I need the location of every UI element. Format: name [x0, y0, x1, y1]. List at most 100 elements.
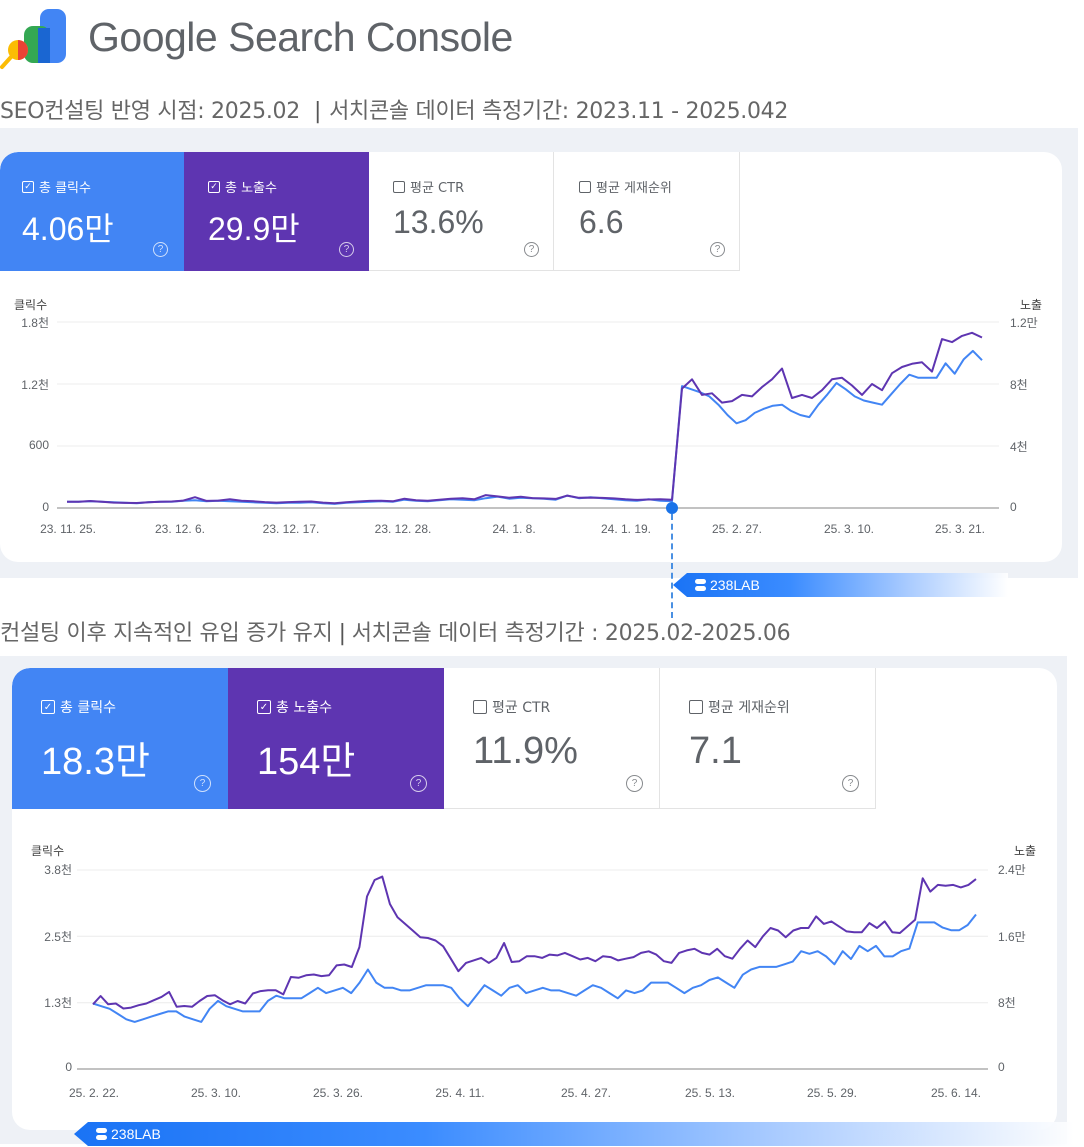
help-icon[interactable]: ?	[153, 242, 168, 257]
metric-average-ctr[interactable]: 평균 CTR 11.9% ?	[444, 668, 660, 809]
metric-label: 평균 CTR	[492, 700, 551, 716]
help-icon[interactable]: ?	[626, 775, 643, 792]
app-title: Google Search Console	[88, 13, 513, 60]
y2-tick: 8천	[998, 996, 1016, 1010]
y2-tick: 0	[998, 1060, 1005, 1074]
series-line	[67, 349, 983, 505]
metric-cards: ✓ 총 클릭수 4.06만 ? ✓ 총 노출수 29.9만 ? 평균 CTR 13.…	[0, 152, 740, 271]
238lab-logo-icon	[96, 1128, 107, 1140]
metric-average-position[interactable]: 평균 게재순위 6.6 ?	[554, 152, 740, 271]
x-tick: 25. 4. 11.	[435, 1086, 485, 1100]
metric-total-clicks[interactable]: ✓ 총 클릭수 18.3만 ?	[12, 668, 228, 809]
metric-label: 총 클릭수	[39, 181, 91, 196]
checkbox-checked-icon[interactable]: ✓	[257, 700, 271, 714]
series-line	[67, 331, 983, 505]
section1-caption: SEO컨설팅 반영 시점: 2025.02 | 서치콘솔 데이터 측정기간: 202…	[0, 99, 789, 124]
metric-total-impressions[interactable]: ✓ 총 노출수 29.9만 ?	[184, 152, 369, 271]
consulting-date-label: SEO컨설팅 반영 시점: 2025.02	[0, 99, 300, 124]
metric-value: 11.9%	[473, 730, 578, 772]
checkbox-checked-icon[interactable]: ✓	[41, 700, 55, 714]
consulting-marker-line	[671, 514, 673, 618]
series-line	[92, 875, 977, 1010]
section1-card: ✓ 총 클릭수 4.06만 ? ✓ 총 노출수 29.9만 ? 평균 CTR 13.…	[0, 152, 1062, 562]
x-tick: 25. 2. 22.	[68, 1086, 120, 1100]
brand-label: 238LAB	[710, 577, 760, 593]
sustained-growth-label: 컨설팅 이후 지속적인 유입 증가 유지	[0, 621, 333, 646]
help-icon[interactable]: ?	[710, 242, 725, 257]
help-icon[interactable]: ?	[842, 775, 859, 792]
x-tick: 24. 1. 8.	[492, 522, 536, 536]
metric-value: 6.6	[579, 204, 624, 240]
y-tick: 3.8천	[44, 863, 72, 877]
metric-value: 13.6%	[393, 204, 484, 240]
consulting-point-marker	[666, 502, 678, 514]
metric-label: 평균 게재순위	[708, 700, 790, 716]
help-icon[interactable]: ?	[194, 775, 211, 792]
checkbox-checked-icon[interactable]: ✓	[208, 180, 220, 193]
right-axis-title: 노출	[1020, 298, 1043, 312]
checkbox-unchecked-icon[interactable]	[689, 700, 703, 714]
x-tick: 23. 12. 6.	[154, 522, 206, 536]
metric-average-position[interactable]: 평균 게재순위 7.1 ?	[660, 668, 876, 809]
brand-label: 238LAB	[111, 1126, 161, 1142]
x-tick: 25. 3. 10.	[190, 1086, 242, 1100]
metric-total-impressions[interactable]: ✓ 총 노출수 154만 ?	[228, 668, 444, 809]
help-icon[interactable]: ?	[410, 775, 427, 792]
x-tick: 25. 5. 29.	[806, 1086, 858, 1100]
measure-period-label: 서치콘솔 데이터 측정기간: 2023.11 - 2025.042	[329, 99, 789, 124]
y-tick: 0	[42, 500, 49, 514]
metric-label: 총 노출수	[276, 700, 332, 716]
x-tick: 24. 1. 19.	[600, 522, 652, 536]
y2-tick: 2.4만	[998, 863, 1026, 877]
y2-tick: 4천	[1010, 440, 1028, 454]
y-tick: 2.5천	[44, 930, 72, 944]
metric-label: 평균 CTR	[410, 181, 465, 196]
x-tick: 25. 2. 27.	[711, 522, 763, 536]
x-tick: 25. 3. 26.	[312, 1086, 364, 1100]
metric-label: 평균 게재순위	[596, 181, 672, 196]
y-tick: 1.3천	[44, 996, 72, 1010]
checkbox-checked-icon[interactable]: ✓	[22, 180, 34, 193]
x-tick: 23. 12. 28.	[374, 522, 432, 536]
section2-card: ✓ 총 클릭수 18.3만 ? ✓ 총 노출수 154만 ? 평균 CTR 11.9…	[12, 668, 1057, 1130]
brand-banner: 238LAB	[74, 1122, 1074, 1146]
x-tick: 23. 11. 25.	[40, 522, 96, 536]
y2-tick: 8천	[1010, 378, 1028, 392]
metric-label: 총 클릭수	[60, 700, 116, 716]
metric-average-ctr[interactable]: 평균 CTR 13.6% ?	[369, 152, 554, 271]
measure-period-label: 서치콘솔 데이터 측정기간 : 2025.02-2025.06	[351, 621, 791, 646]
checkbox-unchecked-icon[interactable]	[393, 180, 405, 193]
x-tick: 25. 4. 27.	[560, 1086, 612, 1100]
metric-value: 18.3만	[41, 741, 150, 783]
left-axis-title: 클릭수	[14, 298, 48, 312]
y2-tick: 1.2만	[1010, 316, 1038, 330]
metric-value: 7.1	[689, 730, 742, 772]
help-icon[interactable]: ?	[524, 242, 539, 257]
y-tick: 0	[65, 1060, 72, 1074]
metric-cards: ✓ 총 클릭수 18.3만 ? ✓ 총 노출수 154만 ? 평균 CTR 11.9…	[12, 668, 876, 809]
metric-value: 29.9만	[208, 211, 300, 247]
metric-value: 154만	[257, 741, 356, 783]
238lab-logo-icon	[695, 579, 706, 591]
y2-tick: 0	[1010, 500, 1017, 514]
metric-value: 4.06만	[22, 211, 114, 247]
x-tick: 25. 6. 14.	[930, 1086, 982, 1100]
right-axis-title: 노출	[1014, 844, 1037, 858]
y-tick: 1.2천	[21, 378, 49, 392]
x-tick: 23. 12. 17.	[262, 522, 320, 536]
metric-label: 총 노출수	[225, 181, 277, 196]
help-icon[interactable]: ?	[339, 242, 354, 257]
y2-tick: 1.6만	[998, 930, 1026, 944]
line-chart-1	[57, 321, 999, 509]
checkbox-unchecked-icon[interactable]	[579, 180, 591, 193]
left-axis-title: 클릭수	[31, 844, 65, 858]
brand-banner: 238LAB	[673, 573, 1008, 597]
x-tick: 25. 3. 10.	[823, 522, 875, 536]
series-line	[92, 913, 977, 1023]
checkbox-unchecked-icon[interactable]	[473, 700, 487, 714]
line-chart-2	[77, 869, 988, 1070]
metric-total-clicks[interactable]: ✓ 총 클릭수 4.06만 ?	[0, 152, 184, 271]
y-tick: 1.8천	[21, 316, 49, 330]
y-tick: 600	[28, 438, 49, 452]
x-tick: 25. 5. 13.	[684, 1086, 736, 1100]
